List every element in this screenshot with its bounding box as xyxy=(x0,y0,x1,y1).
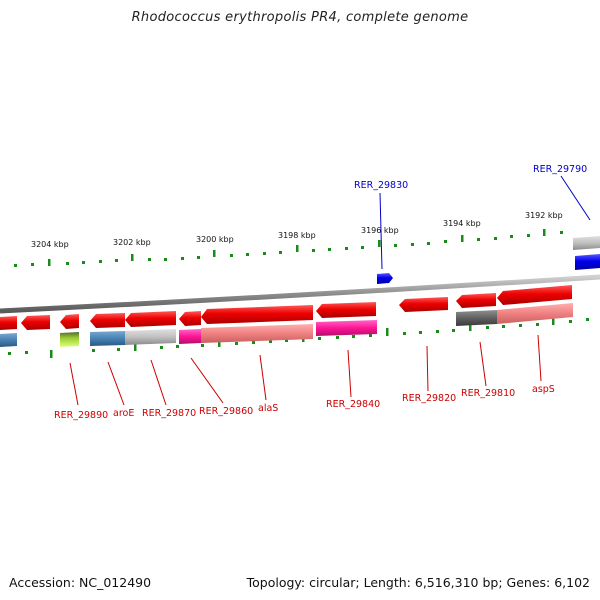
ruler-label-3202: 3202 kbp xyxy=(113,238,151,247)
map-title: Rhodococcus erythropolis PR4, complete g… xyxy=(131,10,469,25)
label-rer-29840: RER_29840 xyxy=(326,399,380,410)
label-rer-29830: RER_29830 xyxy=(354,180,408,191)
label-rer-29870: RER_29870 xyxy=(142,408,196,419)
label-rer-29810: RER_29810 xyxy=(461,388,515,399)
feature-rer-29790-gray xyxy=(573,236,600,250)
gene-partial-left[interactable] xyxy=(0,316,17,330)
feature-rer-29890-lime xyxy=(60,332,79,347)
label-rer-29860: RER_29860 xyxy=(199,406,253,417)
label-aroe: aroE xyxy=(113,408,134,419)
gene-rer-29840[interactable] xyxy=(316,302,376,318)
outer-ticks xyxy=(14,229,563,267)
ruler-label-3198: 3198 kbp xyxy=(278,231,316,240)
gene-rer-29890[interactable] xyxy=(60,314,79,329)
ruler-label-3192: 3192 kbp xyxy=(525,211,563,220)
gene-aroe[interactable] xyxy=(90,313,125,328)
gene-asps[interactable] xyxy=(497,285,572,305)
label-alas: alaS xyxy=(258,403,278,414)
gene-rer-29830[interactable] xyxy=(377,273,393,284)
feature-aroe-steel xyxy=(90,331,125,346)
reverse-leaders xyxy=(69,334,542,406)
gene-rer-29790[interactable] xyxy=(575,254,600,270)
feature-rer-29810-dark xyxy=(456,310,497,326)
feature-rer-29860-magenta xyxy=(179,329,201,344)
gene-rer-29820[interactable] xyxy=(399,297,448,312)
gene-alas[interactable] xyxy=(201,305,313,324)
gene-left-2[interactable] xyxy=(21,315,50,330)
genome-backbone xyxy=(0,274,600,314)
feature-rer-29870-gray xyxy=(125,329,176,345)
gene-rer-29860[interactable] xyxy=(179,311,201,326)
label-asps: aspS xyxy=(532,384,555,395)
feature-annotations xyxy=(0,303,573,347)
genome-summary-text: Topology: circular; Length: 6,516,310 bp… xyxy=(246,575,590,590)
feature-rer-29840-magenta xyxy=(316,320,377,336)
label-rer-29790: RER_29790 xyxy=(533,164,587,175)
label-rer-29820: RER_29820 xyxy=(402,393,456,404)
forward-leaders xyxy=(379,175,591,270)
ruler-label-3196: 3196 kbp xyxy=(361,226,399,235)
forward-genes[interactable] xyxy=(377,236,600,284)
ruler-label-3200: 3200 kbp xyxy=(196,235,234,244)
ruler-label-3204: 3204 kbp xyxy=(31,240,69,249)
feature-left-steel xyxy=(0,333,17,347)
label-rer-29890: RER_29890 xyxy=(54,410,108,421)
gene-rer-29870[interactable] xyxy=(125,311,176,327)
gene-rer-29810[interactable] xyxy=(456,293,496,308)
feature-alas-pink xyxy=(201,324,313,343)
inner-ticks xyxy=(8,317,589,358)
feature-asps-pink xyxy=(497,303,573,324)
reverse-genes[interactable] xyxy=(0,285,572,330)
ruler-label-3194: 3194 kbp xyxy=(443,219,481,228)
accession-text: Accession: NC_012490 xyxy=(9,575,152,590)
